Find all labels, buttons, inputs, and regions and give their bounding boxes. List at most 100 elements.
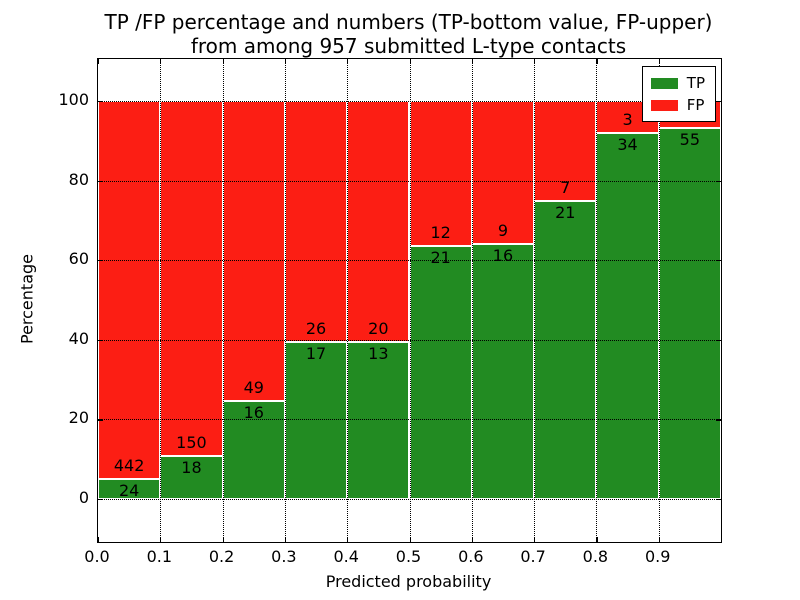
x-tick-label: 0.9 bbox=[644, 547, 671, 566]
x-tick-mark bbox=[222, 59, 224, 64]
y-tick-mark bbox=[716, 180, 721, 182]
x-tick-mark bbox=[658, 537, 660, 542]
x-tick-mark bbox=[160, 59, 162, 64]
y-tick-mark bbox=[98, 260, 103, 262]
x-tick-mark bbox=[222, 537, 224, 542]
bar-fp-count-label: 3 bbox=[622, 110, 633, 130]
bar-tp-count-label: 21 bbox=[555, 202, 576, 222]
bar-fp-count-label: 12 bbox=[430, 222, 451, 242]
bar-tp-segment bbox=[596, 133, 659, 499]
legend-label-tp: TP bbox=[686, 73, 705, 92]
x-tick-mark bbox=[721, 537, 723, 542]
plot-area: TP FP 442 24 150 18 49 16 26 17 20 13 12 21 9 16 7 21 3 3… bbox=[97, 58, 723, 543]
gridline-vertical bbox=[471, 59, 473, 542]
x-tick-label: 0.1 bbox=[146, 547, 173, 566]
bar-tp-count-label: 16 bbox=[492, 246, 514, 266]
bar-fp-segment bbox=[98, 101, 161, 479]
x-tick-mark bbox=[471, 537, 473, 542]
x-tick-mark bbox=[658, 59, 660, 64]
bar-fp-count-label: 49 bbox=[243, 378, 264, 398]
y-tick-mark bbox=[98, 339, 103, 341]
x-axis-label: Predicted probability bbox=[325, 572, 492, 591]
x-tick-mark bbox=[347, 537, 349, 542]
x-tick-label: 0.2 bbox=[208, 547, 235, 566]
bar-tp-count-label: 34 bbox=[617, 135, 638, 155]
bar-tp-count-label: 13 bbox=[368, 344, 389, 364]
bar-fp-count-label: 26 bbox=[305, 318, 327, 338]
gridline-horizontal bbox=[98, 101, 721, 102]
x-tick-label: 0.6 bbox=[458, 547, 484, 566]
legend-swatch-fp-icon bbox=[650, 99, 678, 111]
bar-tp-count-label: 24 bbox=[118, 480, 140, 500]
x-tick-labels: 0.0 0.1 0.2 0.3 0.4 0.5 0.6 0.7 0.8 0.9 bbox=[84, 547, 720, 569]
y-tick-label: 40 bbox=[68, 328, 89, 348]
y-tick-mark bbox=[716, 499, 721, 501]
y-tick-mark bbox=[716, 419, 721, 421]
legend-swatch-tp-icon bbox=[650, 77, 678, 89]
chart-title-line1: TP /FP percentage and numbers (TP-bottom… bbox=[104, 10, 713, 34]
legend-item-fp: FP bbox=[650, 94, 705, 116]
y-tick-mark bbox=[98, 499, 103, 501]
y-tick-mark bbox=[98, 101, 103, 103]
bar-tp-count-label: 16 bbox=[243, 403, 264, 423]
x-tick-mark bbox=[596, 59, 598, 64]
gridline-horizontal bbox=[98, 499, 721, 500]
gridline-horizontal bbox=[98, 180, 721, 182]
bar-fp-segment bbox=[284, 101, 348, 342]
gridline-vertical bbox=[160, 59, 162, 542]
bar-tp-count-label: 55 bbox=[679, 129, 701, 149]
x-tick-mark bbox=[721, 59, 723, 64]
gridline-vertical bbox=[409, 59, 411, 542]
legend-item-tp: TP bbox=[650, 72, 705, 94]
gridline-horizontal bbox=[98, 260, 721, 262]
y-tick-label: 60 bbox=[68, 249, 89, 269]
bar-tp-segment bbox=[534, 200, 597, 499]
gridline-vertical bbox=[534, 59, 536, 542]
bar-tp-count-label: 21 bbox=[430, 247, 451, 267]
y-tick-label: 20 bbox=[68, 408, 89, 428]
x-tick-mark bbox=[98, 537, 100, 542]
x-tick-label: 0.5 bbox=[395, 547, 422, 566]
y-tick-label: 100 bbox=[58, 90, 89, 109]
y-tick-mark bbox=[716, 260, 721, 262]
bar-fp-count-label: 442 bbox=[113, 455, 145, 475]
bar-tp-count-label: 18 bbox=[181, 458, 202, 478]
x-tick-label: 0.4 bbox=[333, 547, 359, 566]
gridline-vertical bbox=[658, 59, 660, 542]
chart-title: TP /FP percentage and numbers (TP-bottom… bbox=[97, 10, 720, 58]
y-tick-label: 0 bbox=[78, 488, 89, 507]
chart-title-line2: from among 957 submitted L-type contacts bbox=[190, 34, 627, 58]
legend-label-fp: FP bbox=[686, 95, 705, 114]
bar-fp-segment bbox=[222, 101, 285, 402]
y-tick-mark bbox=[98, 419, 103, 421]
legend: TP FP bbox=[641, 66, 716, 122]
y-tick-mark bbox=[716, 339, 721, 341]
bar-tp-segment bbox=[347, 342, 410, 499]
bar-tp-segment bbox=[658, 127, 721, 499]
bar-tp-segment bbox=[409, 245, 472, 499]
x-tick-mark bbox=[596, 537, 598, 542]
gridline-vertical bbox=[347, 59, 349, 542]
y-axis-label: Percentage bbox=[17, 253, 37, 345]
bar-tp-segment bbox=[222, 401, 285, 499]
y-tick-mark bbox=[98, 180, 103, 182]
y-tick-label: 80 bbox=[68, 169, 89, 189]
gridline-vertical bbox=[284, 59, 286, 542]
x-tick-label: 0.0 bbox=[84, 547, 110, 566]
bar-tp-segment bbox=[471, 244, 535, 499]
bar-fp-count-label: 150 bbox=[176, 433, 207, 453]
bar-tp-count-label: 17 bbox=[305, 343, 327, 363]
y-tick-mark bbox=[716, 101, 721, 103]
x-tick-label: 0.3 bbox=[271, 547, 297, 566]
gridline-vertical bbox=[596, 59, 598, 542]
gridline-horizontal bbox=[98, 419, 721, 421]
bar-fp-segment bbox=[347, 101, 410, 343]
x-tick-mark bbox=[347, 59, 349, 64]
gridline-horizontal bbox=[98, 339, 721, 341]
x-tick-label: 0.7 bbox=[520, 547, 546, 566]
bar-tp-segment bbox=[160, 456, 223, 499]
x-tick-mark bbox=[98, 59, 100, 64]
gridline-vertical bbox=[222, 59, 224, 542]
x-tick-mark bbox=[284, 59, 287, 64]
